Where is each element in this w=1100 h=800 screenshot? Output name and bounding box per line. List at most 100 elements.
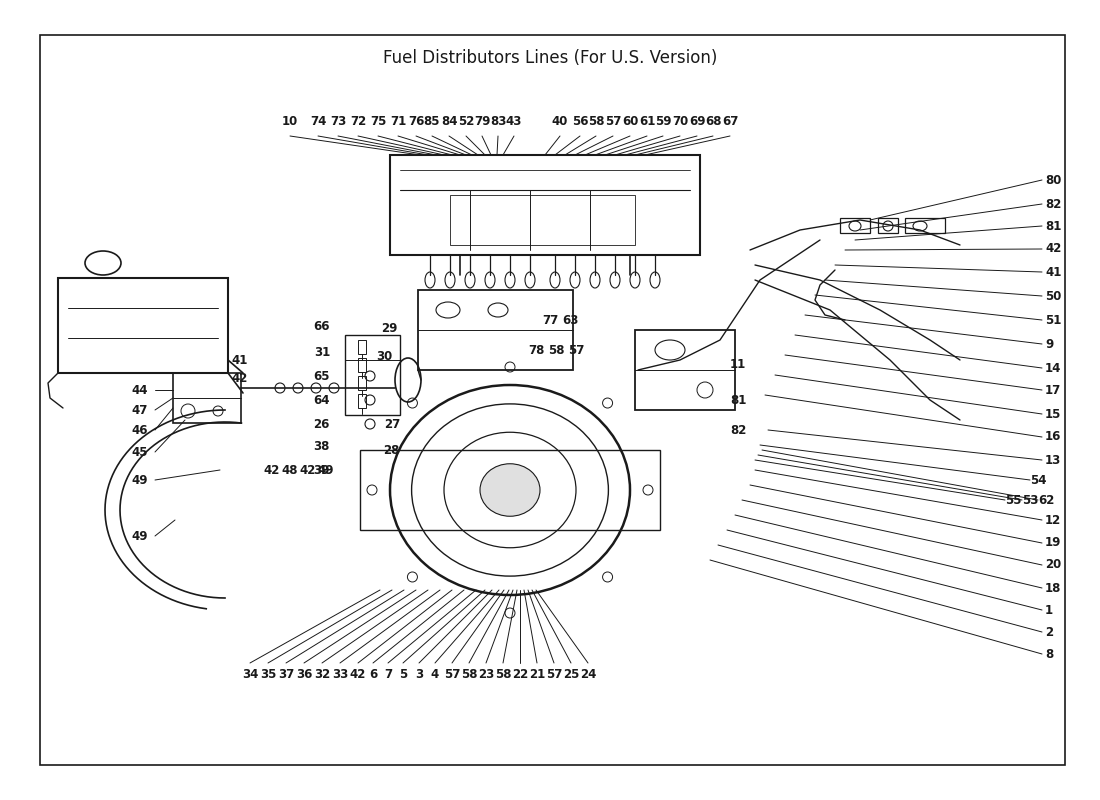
Text: 80: 80 [1045,174,1062,186]
Text: 16: 16 [1045,430,1062,443]
Text: 77: 77 [542,314,558,326]
Text: 6: 6 [368,668,377,681]
Ellipse shape [480,464,540,516]
Text: 4: 4 [431,668,439,681]
Text: 58: 58 [495,668,512,681]
Bar [390,155,700,255]
Text: 26: 26 [314,418,330,430]
Text: 49: 49 [132,474,148,486]
Bar [450,195,635,245]
Text: 42: 42 [264,463,280,477]
Text: 17: 17 [1045,383,1062,397]
Bar [58,278,228,373]
Bar [358,394,366,408]
Text: 19: 19 [1045,537,1062,550]
Text: 62: 62 [1038,494,1055,506]
Text: 71: 71 [389,115,406,128]
Text: 68: 68 [705,115,722,128]
Text: 43: 43 [506,115,522,128]
Text: 82: 82 [1045,198,1062,210]
Text: 56: 56 [572,115,588,128]
Text: 23: 23 [477,668,494,681]
Text: 41: 41 [1045,266,1062,278]
Text: 79: 79 [474,115,491,128]
Text: 18: 18 [1045,582,1062,594]
Text: 38: 38 [314,441,330,454]
Text: 42: 42 [1045,242,1062,255]
Text: 2: 2 [1045,626,1053,638]
Bar [418,290,573,370]
Text: 73: 73 [330,115,346,128]
Text: 1: 1 [1045,603,1053,617]
Text: Fuel Distributors Lines (For U.S. Version): Fuel Distributors Lines (For U.S. Versio… [383,49,717,67]
Text: 11: 11 [730,358,746,371]
Text: 46: 46 [132,423,148,437]
Text: 81: 81 [730,394,747,406]
Text: 28: 28 [384,443,400,457]
Text: 48: 48 [282,463,298,477]
Text: 42: 42 [299,463,316,477]
Bar [358,376,366,390]
Text: 7: 7 [384,668,392,681]
Bar [345,335,400,415]
Text: 40: 40 [552,115,569,128]
Text: 78: 78 [528,343,544,357]
Text: 65: 65 [314,370,330,382]
Bar [840,218,870,233]
Bar [635,330,735,410]
Text: 15: 15 [1045,407,1062,421]
Text: 21: 21 [529,668,546,681]
Bar [358,358,366,372]
Text: 29: 29 [381,322,397,334]
Text: 36: 36 [296,668,312,681]
Text: 61: 61 [639,115,656,128]
Text: 5: 5 [399,668,407,681]
Text: 69: 69 [689,115,705,128]
Text: 72: 72 [350,115,366,128]
Text: 13: 13 [1045,454,1062,466]
Text: 57: 57 [568,343,584,357]
Text: 10: 10 [282,115,298,128]
Bar [905,218,945,233]
Text: 49: 49 [318,463,334,477]
Text: 9: 9 [1045,338,1054,350]
Text: 58: 58 [548,343,564,357]
Text: 34: 34 [242,668,258,681]
Text: 82: 82 [730,423,747,437]
Text: 39: 39 [314,463,330,477]
Bar [878,218,898,233]
Text: 14: 14 [1045,362,1062,374]
Text: 31: 31 [314,346,330,358]
Text: 67: 67 [722,115,738,128]
Bar [173,373,241,423]
Text: 25: 25 [563,668,580,681]
Text: 59: 59 [654,115,671,128]
Text: 32: 32 [314,668,330,681]
Text: 57: 57 [443,668,460,681]
Text: 58: 58 [461,668,477,681]
Text: 55: 55 [1005,494,1022,506]
Text: 30: 30 [376,350,392,362]
Text: 54: 54 [1030,474,1046,486]
Text: 42: 42 [232,371,248,385]
Text: 66: 66 [314,319,330,333]
Bar [358,340,366,354]
Text: 44: 44 [132,383,148,397]
Text: 83: 83 [490,115,506,128]
Text: 81: 81 [1045,219,1062,233]
Text: 24: 24 [580,668,596,681]
Text: 60: 60 [621,115,638,128]
Bar [360,450,660,530]
Text: 57: 57 [605,115,621,128]
Text: 49: 49 [132,530,148,542]
Text: 53: 53 [1022,494,1038,506]
Text: 85: 85 [424,115,440,128]
Text: 8: 8 [1045,647,1054,661]
Text: 33: 33 [332,668,348,681]
Text: 22: 22 [512,668,528,681]
Text: 47: 47 [132,403,148,417]
Text: 42: 42 [350,668,366,681]
Text: 41: 41 [232,354,248,366]
Text: 3: 3 [415,668,424,681]
Text: 35: 35 [260,668,276,681]
